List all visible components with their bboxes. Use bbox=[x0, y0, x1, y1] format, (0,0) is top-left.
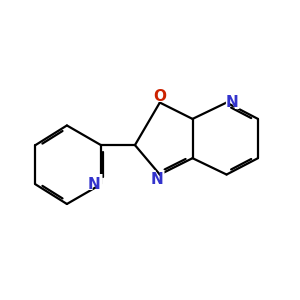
Text: N: N bbox=[88, 177, 101, 192]
Text: O: O bbox=[151, 86, 169, 106]
Text: N: N bbox=[225, 95, 238, 110]
Text: N: N bbox=[223, 93, 241, 112]
Text: N: N bbox=[148, 170, 165, 190]
Text: O: O bbox=[153, 88, 166, 104]
Text: N: N bbox=[150, 172, 163, 187]
Text: N: N bbox=[86, 174, 103, 194]
